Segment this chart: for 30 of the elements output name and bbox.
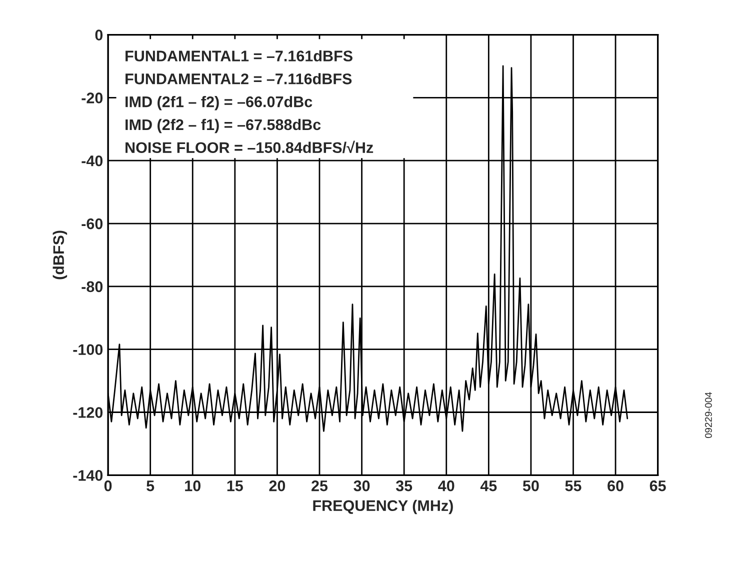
y-tick-label: 0	[95, 30, 103, 40]
x-tick-label: 40	[438, 480, 454, 492]
x-tick-label: 50	[522, 480, 539, 492]
x-tick-label: 30	[354, 480, 370, 492]
x-tick-label: 25	[312, 480, 328, 492]
y-axis-title: (dBFS)	[52, 230, 68, 280]
y-tick-label: -60	[82, 218, 103, 230]
x-tick-label: 60	[608, 480, 624, 492]
y-tick-label: -120	[73, 407, 103, 418]
annotation: FUNDAMENTAL2 = –7.116dBFS	[126, 73, 352, 84]
x-tick-label: 10	[185, 480, 200, 492]
x-tick-label: 65	[650, 480, 666, 492]
y-tick-label: -20	[82, 92, 103, 104]
y-tick-label: -80	[82, 281, 103, 292]
x-axis-title: FREQUENCY (MHz)	[313, 500, 453, 514]
y-tick-label: -100	[73, 344, 103, 356]
annotation: IMD (2f1 – f2) = –66.07dBc	[126, 96, 312, 110]
y-tick-label: -40	[82, 155, 103, 166]
text: 09229-004	[705, 392, 712, 438]
x-tick-label: 15	[227, 480, 243, 492]
x-tick-label: 20	[269, 480, 286, 492]
x-tick-label: 55	[565, 480, 582, 492]
annotation: IMD (2f2 – f1) = –67.588dBc	[126, 118, 321, 134]
x-tick-label: 35	[396, 480, 412, 492]
annotation: FUNDAMENTAL1 = –7.161dBFS	[126, 50, 352, 62]
y-tick-label: -140	[73, 470, 103, 481]
annotation: NOISE FLOOR = –150.84dBFS/√Hz	[126, 140, 374, 154]
x-tick-label: 45	[480, 480, 497, 492]
x-tick-label: 0	[104, 480, 112, 492]
x-tick-label: 5	[146, 480, 154, 492]
